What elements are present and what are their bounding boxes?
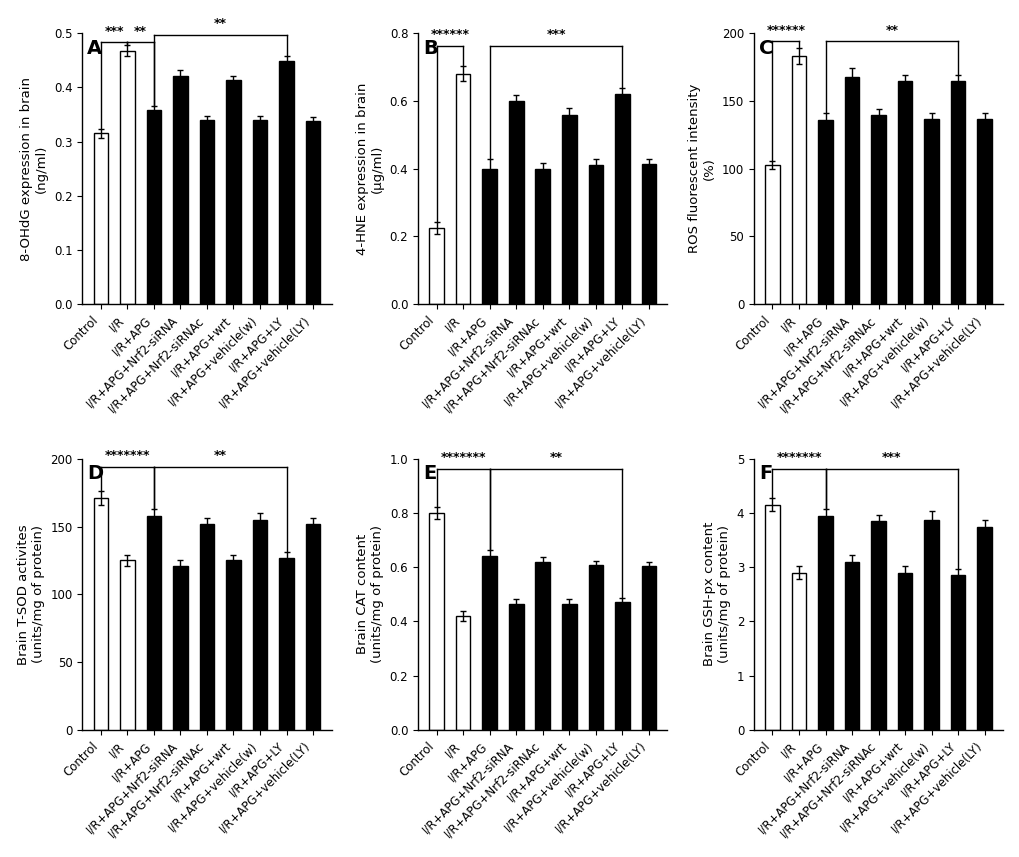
Bar [482, 556, 496, 730]
Bar [588, 165, 602, 304]
Text: F: F [758, 464, 771, 483]
Bar [279, 558, 293, 730]
Text: C: C [758, 39, 772, 57]
Bar [976, 118, 991, 304]
Bar [817, 120, 833, 304]
Bar [791, 57, 806, 304]
Bar [844, 562, 859, 730]
Bar [147, 516, 161, 730]
Text: **: ** [214, 449, 226, 462]
Y-axis label: Brain GSH-px content
(units/mg of protein): Brain GSH-px content (units/mg of protei… [702, 522, 731, 667]
Text: ******: ****** [430, 28, 469, 41]
Bar [950, 81, 965, 304]
Text: ***: *** [881, 451, 901, 464]
Bar [306, 121, 320, 304]
Bar [535, 169, 549, 304]
Bar [870, 115, 886, 304]
Bar [614, 94, 629, 304]
Bar [870, 521, 886, 730]
Bar [791, 572, 806, 730]
Bar [120, 51, 135, 304]
Bar [923, 519, 938, 730]
Bar [200, 120, 214, 304]
Bar [588, 565, 602, 730]
Bar [976, 526, 991, 730]
Bar [897, 572, 912, 730]
Text: **: ** [549, 452, 561, 464]
Text: **: ** [884, 23, 898, 37]
Text: A: A [87, 39, 102, 57]
Text: ******: ****** [765, 23, 804, 37]
Bar [482, 169, 496, 304]
Bar [120, 560, 135, 730]
Bar [226, 560, 240, 730]
Bar [897, 81, 912, 304]
Bar [94, 134, 108, 304]
Bar [173, 75, 187, 304]
Bar [764, 505, 779, 730]
Text: B: B [423, 39, 437, 57]
Text: **: ** [214, 17, 226, 30]
Bar [614, 602, 629, 730]
Bar [764, 165, 779, 304]
Bar [279, 62, 293, 304]
Bar [253, 120, 267, 304]
Bar [306, 524, 320, 730]
Bar [226, 81, 240, 304]
Bar [561, 115, 576, 304]
Text: ***: *** [546, 28, 566, 41]
Text: E: E [423, 464, 436, 483]
Bar [950, 575, 965, 730]
Text: *******: ******* [105, 449, 150, 462]
Bar [429, 513, 443, 730]
Bar [817, 516, 833, 730]
Bar [508, 604, 523, 730]
Text: **: ** [133, 25, 147, 38]
Text: *******: ******* [775, 451, 821, 464]
Text: ***: *** [104, 25, 123, 38]
Bar [923, 118, 938, 304]
Text: *******: ******* [440, 452, 485, 464]
Bar [641, 566, 655, 730]
Y-axis label: 4-HNE expression in brain
(μg/ml): 4-HNE expression in brain (μg/ml) [356, 82, 384, 255]
Bar [147, 111, 161, 304]
Y-axis label: Brain CAT content
(units/mg of protein): Brain CAT content (units/mg of protein) [356, 525, 384, 663]
Bar [455, 616, 470, 730]
Bar [844, 76, 859, 304]
Bar [508, 101, 523, 304]
Bar [429, 228, 443, 304]
Bar [455, 74, 470, 304]
Bar [561, 604, 576, 730]
Y-axis label: 8-OHdG expression in brain
(ng/ml): 8-OHdG expression in brain (ng/ml) [20, 77, 48, 261]
Bar [535, 562, 549, 730]
Bar [94, 498, 108, 730]
Y-axis label: Brain T-SOD activites
(units/mg of protein): Brain T-SOD activites (units/mg of prote… [16, 524, 45, 665]
Text: D: D [87, 464, 103, 483]
Y-axis label: ROS fluorescent intensity
(%): ROS fluorescent intensity (%) [688, 84, 715, 254]
Bar [173, 566, 187, 730]
Bar [641, 164, 655, 304]
Bar [253, 520, 267, 730]
Bar [200, 524, 214, 730]
